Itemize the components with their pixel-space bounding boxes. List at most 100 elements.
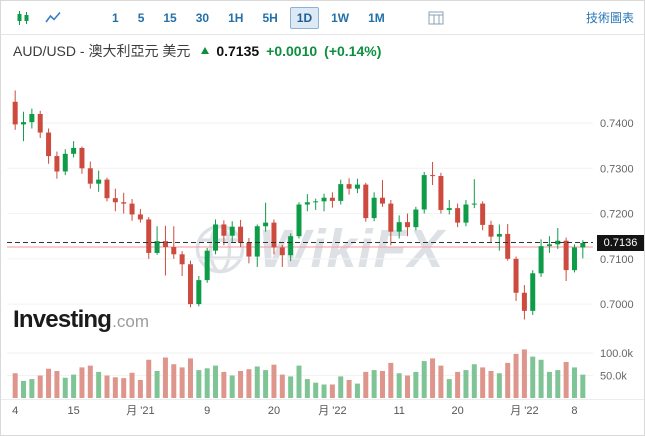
candle-body [54, 156, 60, 172]
timeframe-5h[interactable]: 5H [262, 10, 278, 25]
candlestick-chart-type-icon[interactable] [11, 6, 35, 30]
candle-body [79, 147, 85, 169]
volume-bar [321, 384, 327, 398]
volume-bar [388, 362, 394, 398]
volume-bar [530, 356, 536, 398]
last-price-label: 0.7136 [597, 234, 644, 251]
timeframe-1w[interactable]: 1W [331, 10, 350, 25]
volume-bar [455, 371, 461, 398]
volume-bar [304, 379, 310, 398]
candle-body [488, 224, 494, 237]
candle-body [463, 204, 469, 223]
volume-bar [129, 372, 135, 398]
volume-bar [513, 353, 519, 398]
candle-body [238, 226, 244, 243]
x-axis-label: 月 '21 [126, 405, 154, 417]
volume-bar [555, 370, 561, 398]
price-tick-label: 0.7300 [600, 163, 634, 175]
volume-bar [546, 371, 552, 398]
volume-bar [521, 349, 527, 398]
x-axis-label: 4 [12, 405, 18, 417]
timeframe-1h[interactable]: 1H [228, 10, 244, 25]
candle-body [96, 179, 102, 184]
candle-body [313, 201, 319, 203]
technical-chart-link[interactable]: 技術圖表 [585, 11, 634, 25]
price-tick-label: 0.7000 [600, 299, 634, 311]
candle-body [430, 175, 436, 177]
chart-region: WikiFX 0.7400 0.7300 0.7200 0.7100 0.7000 100… [1, 66, 645, 435]
instrument-title: AUD/USD - 澳大利亞元 美元 [13, 42, 191, 59]
volume-bar [405, 375, 411, 398]
volume-bar [162, 357, 168, 398]
candle-body [354, 184, 360, 189]
candle-body [154, 241, 160, 253]
volume-tick-label: 100.0k [600, 348, 634, 360]
price-change: +0.0010 [266, 42, 318, 59]
candle-body [12, 101, 18, 125]
price-tick-label: 0.7400 [600, 118, 634, 130]
x-axis-label: 月 '22 [510, 405, 538, 417]
volume-bar [379, 371, 385, 398]
price-tick-label: 0.7200 [600, 209, 634, 221]
volume-bar [71, 374, 77, 398]
volume-bar [571, 367, 577, 398]
volume-bar [354, 383, 360, 398]
timeframe-1m[interactable]: 1M [368, 10, 385, 25]
candle-body [513, 258, 519, 293]
volume-bar [187, 358, 193, 398]
candle-body [555, 240, 561, 245]
volume-bar [104, 375, 110, 398]
volume-bar [438, 365, 444, 398]
candle-body [171, 247, 177, 255]
x-axis-label: 20 [268, 405, 280, 417]
candle-body [455, 208, 461, 223]
volume-bar [213, 365, 219, 398]
candle-body [329, 197, 335, 201]
volume-bar [29, 379, 35, 398]
candle-body [187, 264, 193, 305]
candle-body [196, 280, 202, 305]
x-axis-label: 月 '22 [318, 405, 346, 417]
volume-bar [363, 371, 369, 398]
candle-body [438, 175, 444, 210]
timeframe-1[interactable]: 1 [112, 10, 119, 25]
volume-bar [96, 371, 102, 398]
candle-body [530, 273, 536, 311]
candle-body [538, 246, 544, 274]
price-change-percent: (+0.14%) [324, 42, 382, 59]
last-price-value: 0.7135 [216, 42, 260, 59]
line-chart-type-icon[interactable] [41, 6, 65, 30]
volume-bar [179, 367, 185, 398]
candle-body [71, 147, 77, 154]
volume-bar [238, 371, 244, 398]
volume-bar [37, 375, 43, 398]
candle-body [421, 175, 427, 210]
candle-body [112, 198, 118, 203]
volume-bar [279, 374, 285, 398]
candle-body [405, 222, 411, 228]
timeframe-30[interactable]: 30 [195, 10, 210, 25]
volume-bar [146, 359, 152, 398]
timeframe-1d-selected[interactable]: 1D [289, 6, 320, 29]
volume-bar [271, 364, 277, 398]
candle-body [288, 236, 294, 256]
chart-layout-icon[interactable] [424, 6, 448, 30]
volume-bar [496, 373, 502, 398]
candle-body [46, 132, 52, 157]
timeframe-5[interactable]: 5 [137, 10, 145, 25]
volume-bar [296, 365, 302, 398]
candle-body [263, 222, 269, 227]
candle-body [87, 168, 93, 184]
volume-bar [112, 377, 118, 398]
candle-body [62, 153, 68, 172]
candle-body [296, 204, 302, 237]
price-up-arrow-icon [201, 47, 210, 54]
candlestick-chart[interactable]: 0.7400 0.7300 0.7200 0.7100 0.7000 100.0k 50.0… [1, 66, 645, 426]
volume-bar [413, 371, 419, 398]
candle-body [213, 224, 219, 251]
timeframe-15[interactable]: 15 [163, 10, 177, 25]
volume-bar [446, 379, 452, 398]
volume-bar [313, 382, 319, 398]
volume-bar [488, 371, 494, 398]
candle-body [346, 184, 352, 189]
